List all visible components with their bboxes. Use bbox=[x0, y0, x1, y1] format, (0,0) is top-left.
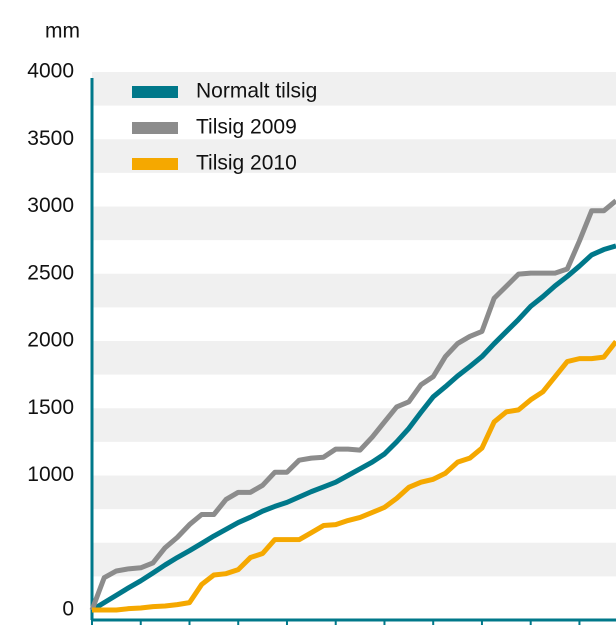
y-tick-label: 3500 bbox=[27, 127, 74, 150]
legend-label: Tilsig 2010 bbox=[196, 152, 297, 175]
grid-band bbox=[92, 273, 616, 308]
grid-band bbox=[92, 139, 616, 173]
grid-band bbox=[92, 475, 616, 510]
y-tick-label: 0 bbox=[62, 598, 74, 621]
line-series bbox=[92, 339, 616, 613]
legend-label: Normalt tilsig bbox=[196, 80, 317, 103]
grid-band bbox=[92, 206, 616, 241]
y-axis-label: mm bbox=[45, 20, 80, 43]
y-tick-label: 2000 bbox=[27, 329, 74, 352]
grid-band bbox=[92, 341, 616, 375]
y-tick-label: 4000 bbox=[27, 60, 74, 83]
y-tick-label: 2500 bbox=[27, 261, 74, 284]
grid-band bbox=[92, 72, 616, 106]
legend-swatch bbox=[132, 86, 178, 98]
line-series bbox=[89, 198, 616, 611]
legend-swatch bbox=[132, 158, 178, 170]
grid-band bbox=[92, 542, 616, 577]
line-series bbox=[90, 243, 616, 613]
grid-band bbox=[92, 408, 616, 442]
y-tick-label: 1500 bbox=[27, 396, 74, 419]
y-tick-label: 1000 bbox=[27, 463, 74, 486]
legend-swatch bbox=[132, 122, 178, 134]
y-tick-label: 3000 bbox=[27, 194, 74, 217]
legend-label: Tilsig 2009 bbox=[196, 116, 297, 139]
